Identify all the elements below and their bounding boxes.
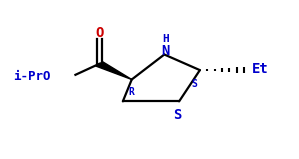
Text: O: O [95,26,103,40]
Text: N: N [161,44,170,58]
Text: R: R [129,87,135,97]
Polygon shape [96,62,132,80]
Text: S: S [173,108,182,122]
Text: H: H [162,34,169,44]
Text: i-PrO: i-PrO [13,70,51,83]
Text: Et: Et [252,62,269,76]
Text: S: S [191,79,197,89]
